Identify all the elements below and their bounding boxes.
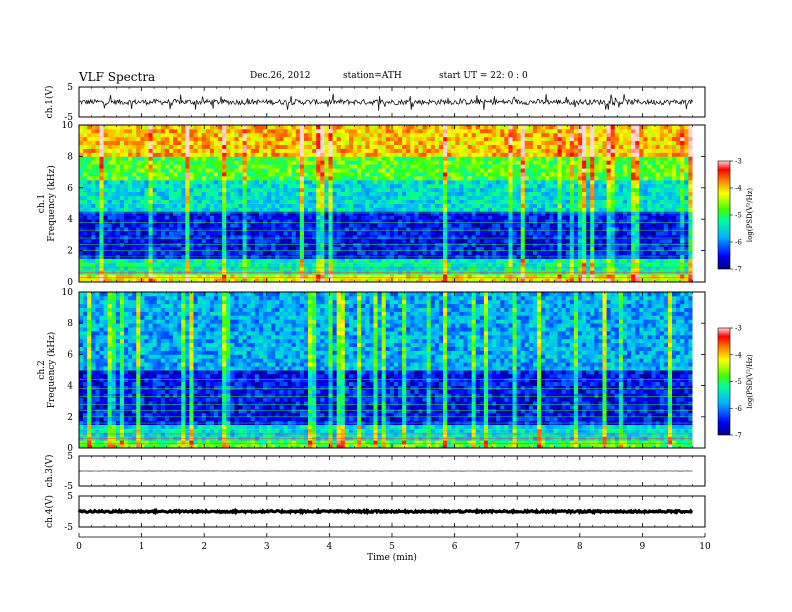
ytick-label: 5 xyxy=(67,452,73,462)
ch4-waveform-trace xyxy=(77,507,693,516)
date-label: Dec.26, 2012 xyxy=(250,71,311,81)
ytick-label: 8 xyxy=(67,319,73,329)
colorbar-tick-label: -3 xyxy=(735,325,742,333)
xtick-label: 10 xyxy=(699,542,711,552)
x-axis-label: Time (min) xyxy=(367,552,417,563)
xtick-label: 4 xyxy=(327,542,333,552)
ch3-waveform: 5 -5 ch.3(V) xyxy=(44,452,706,492)
colorbar xyxy=(717,160,731,270)
ch1-spectrogram-cells xyxy=(79,125,693,283)
colorbar-label: log(PSD(V²/Hz) xyxy=(746,354,754,409)
ch4-waveform-ylabel: ch.4(V) xyxy=(44,495,55,528)
ytick-label: -5 xyxy=(64,482,73,492)
xtick-label: 1 xyxy=(139,542,145,552)
ch1-waveform-trace xyxy=(78,93,693,111)
colorbar-tick-label: -4 xyxy=(735,185,742,193)
ytick-label: 5 xyxy=(67,83,73,93)
xtick-label: 6 xyxy=(452,542,458,552)
no-data-region xyxy=(692,125,705,282)
ytick-label: 5 xyxy=(67,492,73,502)
ch2-spectrogram-tone-lines xyxy=(79,369,693,444)
ytick-label: -5 xyxy=(64,523,73,533)
station-label: station=ATH xyxy=(343,71,402,81)
xtick-label: 8 xyxy=(577,542,583,552)
colorbar-tick-label: -7 xyxy=(735,266,742,274)
xtick-label: 5 xyxy=(389,542,395,552)
ytick-label: 6 xyxy=(67,184,73,194)
xtick-label: 2 xyxy=(201,542,207,552)
colorbar-tick-label: -3 xyxy=(735,158,742,166)
ch1-waveform-ylabel: ch.1(V) xyxy=(44,86,55,119)
start-time-label: start UT = 22: 0 : 0 xyxy=(439,71,528,81)
ytick-label: 2 xyxy=(67,413,73,423)
ch3-waveform-ylabel: ch.3(V) xyxy=(44,455,55,488)
colorbar-tick-label: -5 xyxy=(735,212,742,220)
ytick-label: 4 xyxy=(67,382,73,392)
no-data-region xyxy=(692,292,705,448)
ytick-label: -5 xyxy=(64,113,73,123)
colorbar-tick-label: -7 xyxy=(735,432,742,440)
colorbar-tick-label: -4 xyxy=(735,351,742,359)
ch1-spectrogram-ylabel: ch.1Frequency (kHz) xyxy=(37,165,57,242)
ch4-waveform: 5 -5 ch.4(V) 0 1 2 3 4 5 6 7 8 9 10 Time (min) xyxy=(44,492,711,563)
ytick-label: 4 xyxy=(67,215,73,225)
colorbar-tick-label: -6 xyxy=(735,405,742,413)
colorbar-tick-label: -6 xyxy=(735,239,742,247)
colorbar-label: log(PSD(V²/Hz) xyxy=(746,188,754,243)
ytick-label: 2 xyxy=(67,247,73,257)
ytick-label: 10 xyxy=(62,288,74,298)
xtick-label: 0 xyxy=(76,542,82,552)
ytick-label: 0 xyxy=(67,278,73,288)
xtick-label: 7 xyxy=(514,542,520,552)
ch2-spectrogram: 0 2 4 6 8 10 ch.2Frequency (kHz) -3 -4 -5 -6 -7 log(… xyxy=(37,288,754,454)
ch1-spectrogram-tone-lines xyxy=(79,203,693,278)
colorbar-tick-label: -5 xyxy=(735,378,742,386)
xtick-label: 3 xyxy=(264,542,270,552)
ch1-waveform: 5 -5 ch.1(V) xyxy=(44,83,706,123)
ch2-spectrogram-ylabel: ch.2Frequency (kHz) xyxy=(37,332,57,409)
xtick-label: 9 xyxy=(640,542,646,552)
ytick-label: 0 xyxy=(67,444,73,454)
ytick-label: 8 xyxy=(67,152,73,162)
chart-title: VLF Spectra xyxy=(79,70,156,84)
ytick-label: 10 xyxy=(62,121,74,131)
ytick-label: 6 xyxy=(67,350,73,360)
colorbar xyxy=(717,327,731,436)
ch2-spectrogram-cells xyxy=(79,292,693,449)
ch1-spectrogram: 0 2 4 6 8 10 ch.1Frequency (kHz) -3 -4 -5 -6 -7 log(… xyxy=(37,121,754,288)
